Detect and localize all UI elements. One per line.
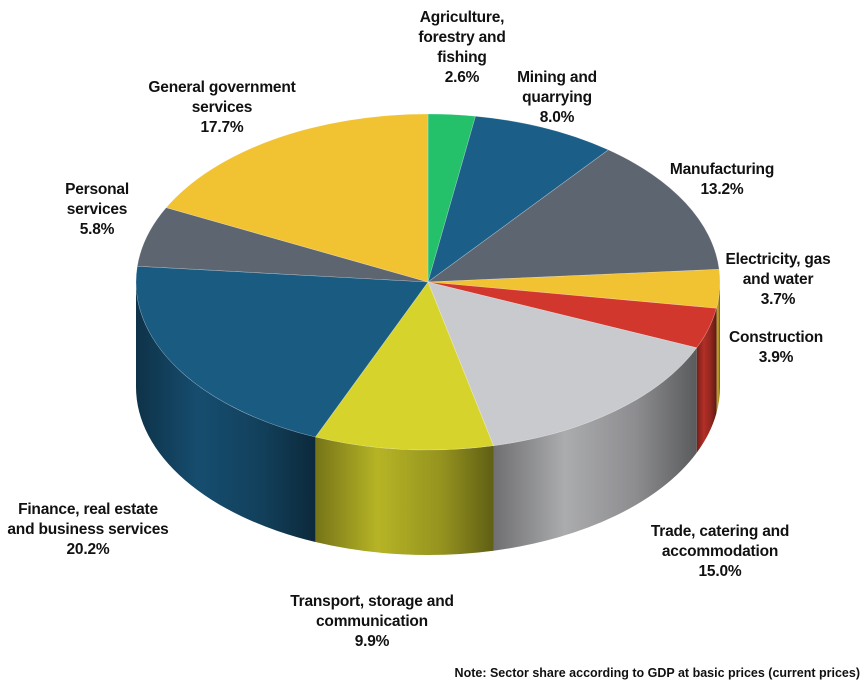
value-label: 5.8%: [79, 221, 115, 238]
category-name: Mining and quarrying: [517, 69, 597, 106]
slice: [427, 149, 720, 283]
category-name: Electricity, gas and water: [725, 251, 831, 288]
slice: [427, 113, 476, 283]
category-name: Finance, real estate and business servic…: [7, 501, 169, 538]
slice-label: Mining and quarrying 8.0%: [505, 68, 610, 128]
value-label: 15.0%: [698, 563, 742, 580]
slice-side: [315, 437, 494, 555]
slice-side: [696, 308, 717, 453]
value-label: 8.0%: [539, 109, 575, 126]
slice-label: Manufacturing 13.2%: [652, 160, 792, 200]
category-name: Construction: [728, 329, 824, 346]
category-name: General government services: [148, 79, 296, 116]
value-label: 3.9%: [758, 349, 794, 366]
category-name: Transport, storage and communication: [290, 593, 454, 630]
value-label: 2.6%: [444, 69, 480, 86]
slice: [135, 265, 429, 438]
slice-label: Trade, catering and accommodation 15.0%: [635, 522, 805, 582]
slice: [136, 207, 429, 283]
note: Note: Sector share according to GDP at b…: [454, 666, 860, 680]
slice: [314, 281, 494, 451]
slice-label: Electricity, gas and water 3.7%: [718, 250, 838, 310]
value-label: 20.2%: [66, 541, 110, 558]
value-label: 13.2%: [700, 181, 744, 198]
slice: [427, 281, 717, 349]
slice-label: Transport, storage and communication 9.9%: [285, 592, 460, 652]
slice: [165, 113, 429, 283]
slice: [427, 269, 721, 309]
slice-label: General government services 17.7%: [132, 78, 312, 138]
slice-side: [716, 282, 720, 414]
slice-label: Construction 3.9%: [711, 328, 841, 368]
slice-side: [136, 282, 316, 543]
value-label: 3.7%: [760, 291, 796, 308]
slice: [427, 281, 698, 447]
slice-side: [493, 347, 697, 551]
category-name: Personal services: [65, 181, 129, 218]
category-name: Trade, catering and accommodation: [650, 523, 790, 560]
value-label: 9.9%: [354, 633, 390, 650]
category-name: Agriculture, forestry and fishing: [418, 9, 506, 66]
category-name: Manufacturing: [669, 161, 775, 178]
slice-label: Finance, real estate and business servic…: [3, 500, 173, 560]
slice: [427, 115, 610, 283]
slice-label: Personal services 5.8%: [50, 180, 145, 240]
value-label: 17.7%: [200, 119, 244, 136]
slice-label: Agriculture, forestry and fishing 2.6%: [405, 8, 520, 88]
